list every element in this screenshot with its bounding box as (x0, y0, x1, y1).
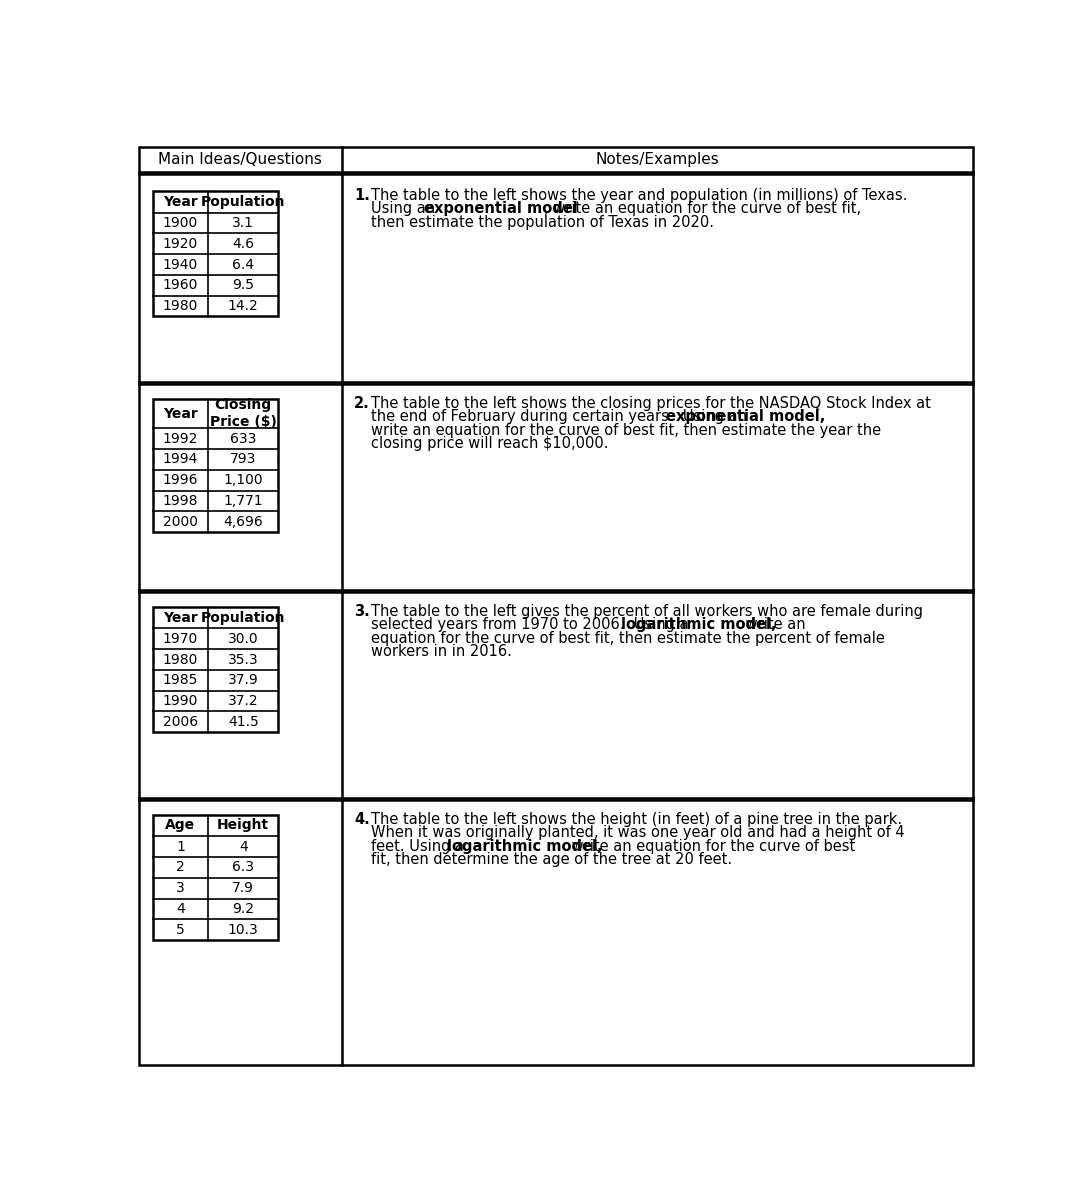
Text: When it was originally planted, it was one year old and had a height of 4: When it was originally planted, it was o… (371, 826, 905, 840)
Text: closing price will reach $10,000.: closing price will reach $10,000. (371, 437, 608, 451)
Text: 9.5: 9.5 (232, 278, 255, 293)
Text: 1994: 1994 (163, 452, 198, 467)
Text: Main Ideas/Questions: Main Ideas/Questions (158, 152, 322, 167)
Text: 41.5: 41.5 (228, 715, 259, 728)
Text: 4.6: 4.6 (232, 236, 255, 251)
Text: The table to the left shows the year and population (in millions) of Texas.: The table to the left shows the year and… (371, 188, 907, 203)
Text: 3: 3 (176, 881, 185, 895)
Text: 6.4: 6.4 (232, 258, 255, 271)
Text: logarithmic model,: logarithmic model, (621, 617, 776, 632)
Text: 1990: 1990 (163, 694, 198, 708)
Text: 1,771: 1,771 (223, 494, 263, 508)
Text: The table to the left shows the closing prices for the NASDAQ Stock Index at: The table to the left shows the closing … (371, 396, 931, 410)
Text: 4: 4 (238, 840, 247, 853)
Text: logarithmic model,: logarithmic model, (447, 839, 603, 853)
Text: The table to the left gives the percent of all workers who are female during: The table to the left gives the percent … (371, 604, 924, 619)
Text: 6.3: 6.3 (232, 860, 255, 875)
Text: Using an: Using an (371, 202, 440, 216)
Text: Height: Height (217, 818, 269, 833)
Text: 1970: 1970 (163, 631, 198, 646)
Text: fit, then determine the age of the tree at 20 feet.: fit, then determine the age of the tree … (371, 852, 732, 868)
Text: 1: 1 (176, 840, 185, 853)
Text: 1940: 1940 (163, 258, 198, 271)
Text: 4,696: 4,696 (223, 515, 263, 529)
Text: The table to the left shows the height (in feet) of a pine tree in the park.: The table to the left shows the height (… (371, 811, 902, 827)
Text: 1992: 1992 (163, 432, 198, 445)
Text: 14.2: 14.2 (228, 299, 259, 313)
Text: 3.: 3. (354, 604, 370, 619)
Text: 2000: 2000 (163, 515, 198, 529)
Text: Year: Year (163, 407, 197, 420)
Text: 1900: 1900 (163, 216, 198, 230)
Text: 1960: 1960 (163, 278, 198, 293)
Text: , write an equation for the curve of best fit,: , write an equation for the curve of bes… (543, 202, 861, 216)
Text: 2.: 2. (354, 396, 370, 410)
Text: 793: 793 (230, 452, 257, 467)
Text: 10.3: 10.3 (228, 923, 259, 937)
Text: then estimate the population of Texas in 2020.: then estimate the population of Texas in… (371, 215, 714, 230)
Text: Year: Year (163, 194, 197, 209)
Text: selected years from 1970 to 2006.  Using a: selected years from 1970 to 2006. Using … (371, 617, 694, 632)
Text: 30.0: 30.0 (228, 631, 259, 646)
Text: write an: write an (741, 617, 806, 632)
Bar (153, 191, 279, 317)
Text: workers in in 2016.: workers in in 2016. (371, 644, 512, 659)
Text: exponential model,: exponential model, (666, 409, 825, 425)
Text: Notes/Examples: Notes/Examples (595, 152, 719, 167)
Text: 2006: 2006 (163, 715, 198, 728)
Text: 1920: 1920 (163, 236, 198, 251)
Text: 9.2: 9.2 (232, 902, 255, 916)
Text: 1,100: 1,100 (223, 473, 263, 487)
Text: Closing
Price ($): Closing Price ($) (210, 398, 276, 428)
Text: 37.2: 37.2 (228, 694, 259, 708)
Text: feet. Using a: feet. Using a (371, 839, 468, 853)
Text: 1.: 1. (354, 188, 370, 203)
Text: 35.3: 35.3 (228, 653, 259, 666)
Text: 3.1: 3.1 (232, 216, 255, 230)
Bar (153, 607, 279, 732)
Text: write an equation for the curve of best fit, then estimate the year the: write an equation for the curve of best … (371, 422, 881, 438)
Text: Population: Population (201, 194, 285, 209)
Text: Population: Population (201, 611, 285, 624)
Text: 4.: 4. (354, 811, 370, 827)
Text: 7.9: 7.9 (232, 881, 255, 895)
Text: 1980: 1980 (163, 653, 198, 666)
Text: the end of February during certain years.  Using an: the end of February during certain years… (371, 409, 751, 425)
Text: equation for the curve of best fit, then estimate the percent of female: equation for the curve of best fit, then… (371, 631, 885, 646)
Text: Year: Year (163, 611, 197, 624)
Text: 2: 2 (176, 860, 185, 875)
Text: write an equation for the curve of best: write an equation for the curve of best (567, 839, 855, 853)
Text: 37.9: 37.9 (228, 673, 259, 688)
Text: 1996: 1996 (163, 473, 198, 487)
Text: 1985: 1985 (163, 673, 198, 688)
Text: 1980: 1980 (163, 299, 198, 313)
Text: 5: 5 (176, 923, 185, 937)
Text: 633: 633 (230, 432, 257, 445)
Bar (153, 398, 279, 532)
Text: exponential model: exponential model (424, 202, 578, 216)
Text: Age: Age (166, 818, 195, 833)
Bar (153, 815, 279, 940)
Text: 1998: 1998 (163, 494, 198, 508)
Text: 4: 4 (176, 902, 185, 916)
